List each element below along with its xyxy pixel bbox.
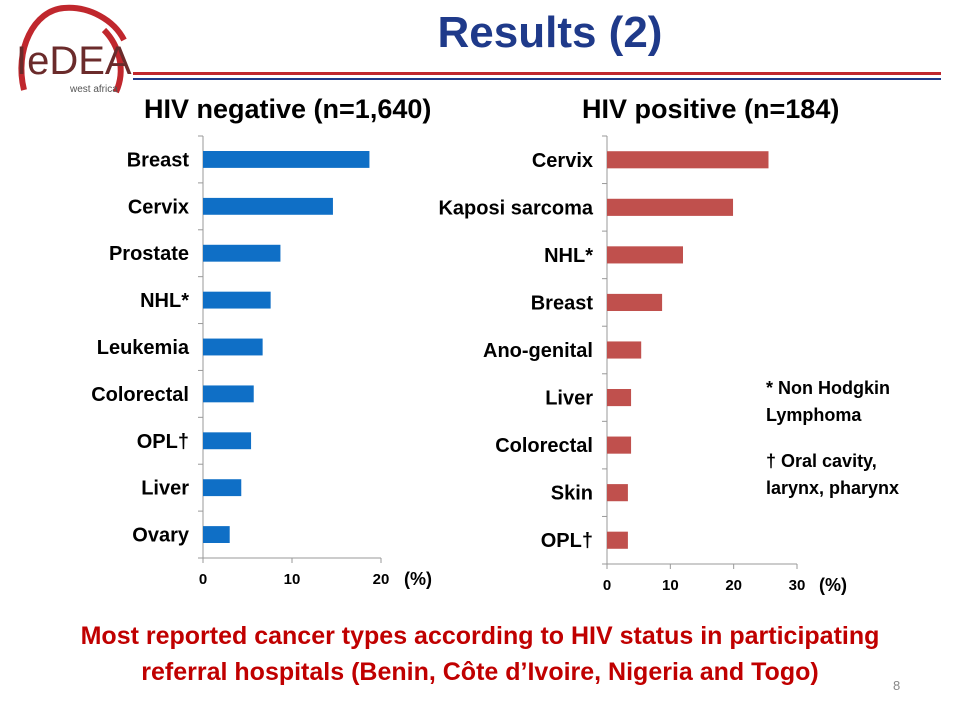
x-tick-label: 30 xyxy=(789,577,806,594)
category-label: NHL* xyxy=(140,290,189,312)
slide-caption: Most reported cancer types according to … xyxy=(20,618,940,690)
bar-skin xyxy=(607,484,628,502)
iedea-logo: IeDEA west africa xyxy=(16,4,132,95)
x-tick-label: 10 xyxy=(284,571,301,588)
slide-title: Results (2) xyxy=(437,8,663,57)
caption-line2: referral hospitals (Benin, Côte d’Ivoire… xyxy=(141,658,819,686)
ribbon-icon xyxy=(18,4,127,91)
category-label: Ovary xyxy=(132,525,190,547)
panel-title-hiv-positive: HIV positive (n=184) xyxy=(582,94,840,124)
bar-liver xyxy=(203,479,242,497)
bar-cervix xyxy=(203,197,333,215)
panel-title-hiv-negative: HIV negative (n=1,640) xyxy=(144,94,432,124)
bar-nhl xyxy=(607,246,683,264)
category-label: NHL* xyxy=(544,245,593,267)
category-label: Liver xyxy=(545,388,593,410)
bar-breast xyxy=(203,151,370,168)
chart-hiv-positive: 0 10 20 30 (%) Cervix Kaposi sarcoma NHL* Breast… xyxy=(438,135,847,595)
caption-line1: Most reported cancer types according to … xyxy=(80,622,880,650)
title-rule-red xyxy=(133,72,941,75)
category-label: Skin xyxy=(551,483,593,505)
bar-breast xyxy=(607,293,663,312)
category-label: OPL† xyxy=(137,431,189,453)
bar-opl xyxy=(203,432,252,450)
x-unit-label: (%) xyxy=(819,575,847,595)
bar-ovary xyxy=(203,526,230,543)
category-label: Ano-genital xyxy=(483,340,593,362)
x-tick-label: 0 xyxy=(199,571,207,588)
category-label: Colorectal xyxy=(91,384,189,406)
footnote-opl-line2: larynx, pharynx xyxy=(766,478,900,498)
bar-kaposi-sarcoma xyxy=(607,198,734,216)
x-unit-label: (%) xyxy=(404,569,432,589)
footnote-opl: † Oral cavity, larynx, pharynx xyxy=(766,448,899,502)
logo-subtext: west africa xyxy=(69,84,118,95)
category-label: Kaposi sarcoma xyxy=(438,197,593,219)
bar-nhl xyxy=(203,291,271,309)
category-label: Cervix xyxy=(128,196,189,218)
footnote-nhl-line2: Lymphoma xyxy=(766,405,862,425)
x-tick-label: 20 xyxy=(373,571,390,588)
logo-text: IeDEA xyxy=(16,39,132,83)
category-label: Prostate xyxy=(109,243,189,265)
category-label: Colorectal xyxy=(495,435,593,457)
category-label: OPL† xyxy=(541,530,593,552)
x-tick-label: 20 xyxy=(725,577,742,594)
footnote-nhl-line1: * Non Hodgkin xyxy=(766,378,890,398)
chart-hiv-negative: 0 10 20 (%) Breast Cervix Prostate NHL* Leukemia… xyxy=(91,135,432,589)
bar-prostate xyxy=(203,244,281,262)
category-label: Leukemia xyxy=(97,337,190,359)
category-label: Cervix xyxy=(532,150,593,172)
x-tick-label: 0 xyxy=(603,577,611,594)
bar-colorectal xyxy=(203,385,254,403)
bar-opl xyxy=(607,531,628,549)
bar-cervix xyxy=(607,151,769,169)
bar-liver xyxy=(607,388,632,407)
footnote-nhl: * Non Hodgkin Lymphoma xyxy=(766,375,890,429)
page-number: 8 xyxy=(893,678,901,693)
category-label: Liver xyxy=(141,478,189,500)
bar-colorectal xyxy=(607,436,632,454)
bar-leukemia xyxy=(203,338,263,356)
bar-ano-genital xyxy=(607,341,642,359)
footnote-opl-line1: † Oral cavity, xyxy=(766,451,877,471)
category-label: Breast xyxy=(127,149,190,171)
x-tick-label: 10 xyxy=(662,577,679,594)
category-label: Breast xyxy=(531,292,594,314)
title-rule-blue xyxy=(133,78,941,80)
